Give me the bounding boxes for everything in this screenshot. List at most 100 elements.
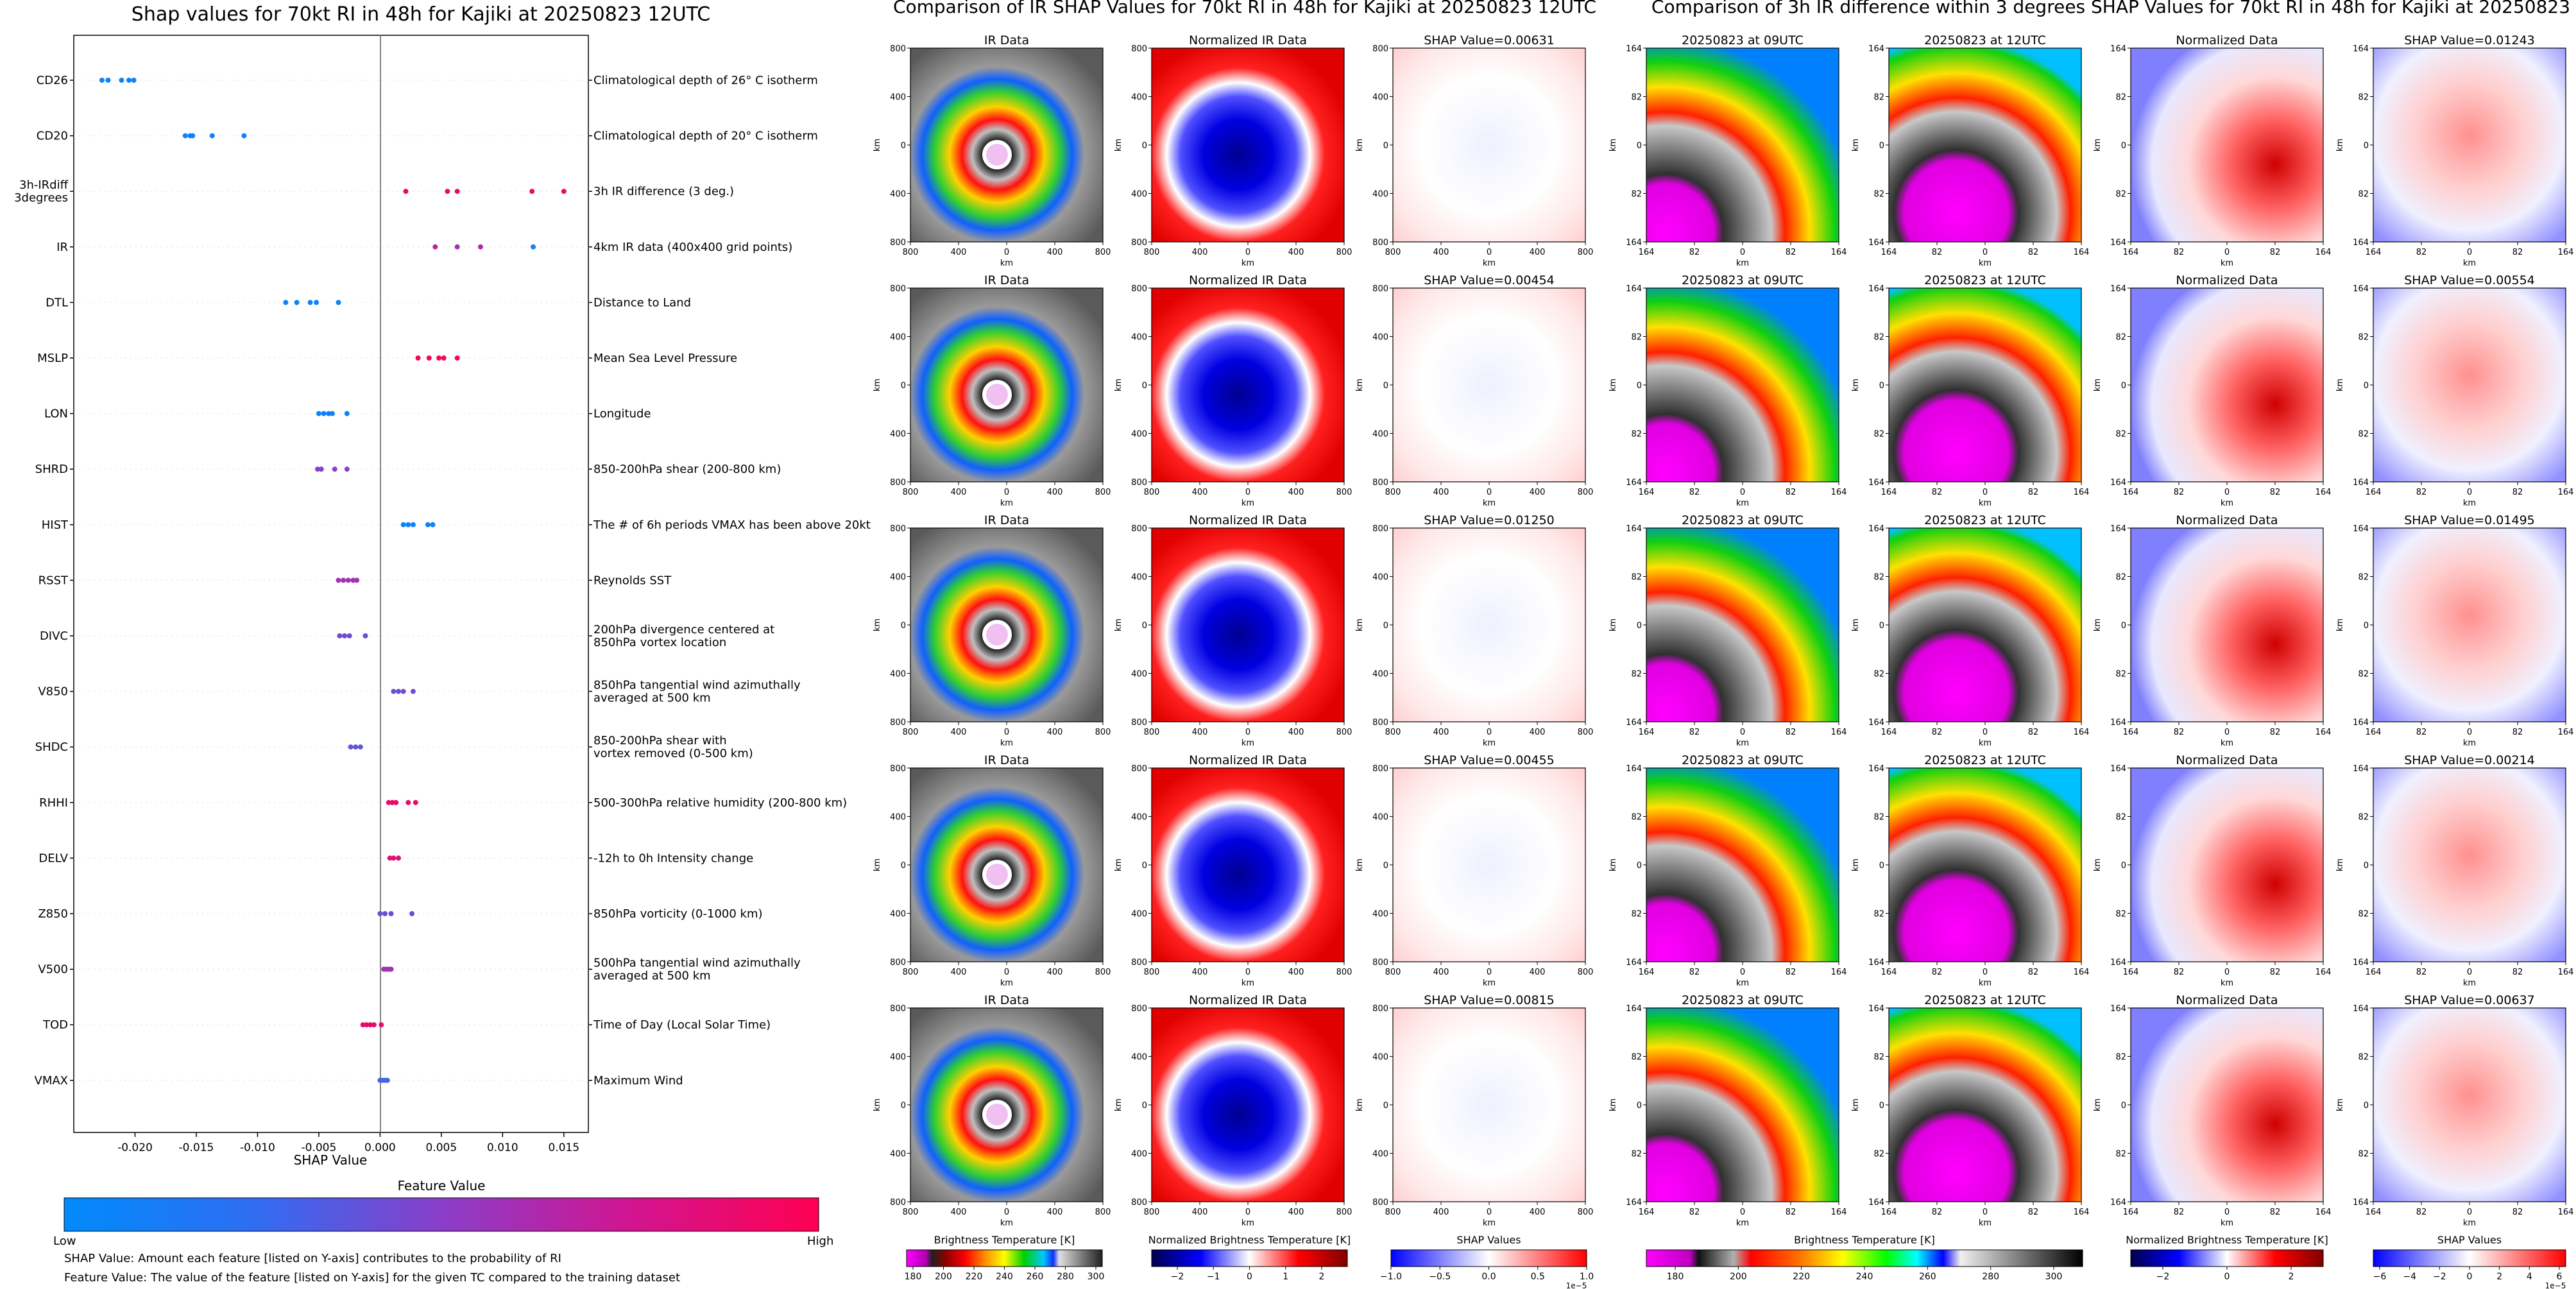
shap-point bbox=[415, 355, 421, 361]
y-tick-label: 400 bbox=[890, 670, 906, 679]
x-tick-label: 164 bbox=[2366, 968, 2382, 977]
x-tick-label: 82 bbox=[1786, 488, 1796, 497]
shap-point bbox=[445, 189, 450, 194]
x-tick-label: 800 bbox=[1385, 728, 1401, 737]
y-tick-label: 82 bbox=[2115, 1150, 2126, 1159]
x-tick-label: 800 bbox=[903, 488, 919, 497]
colorbar-scale-label: 1e−5 bbox=[1566, 1281, 1587, 1289]
x-tick-label: 0 bbox=[1983, 968, 1988, 977]
y-tick-label: 400 bbox=[1372, 93, 1388, 103]
shap-point bbox=[391, 688, 397, 694]
ir-diff-panel: Comparison of 3h IR difference within 3 … bbox=[1608, 0, 2576, 1289]
y-axis-label: km bbox=[1355, 139, 1365, 151]
ir-09utc-image bbox=[1646, 767, 1839, 962]
ir-12utc-image bbox=[1888, 1007, 2082, 1202]
x-tick-label: 800 bbox=[1336, 248, 1352, 257]
y-tick-label: 0 bbox=[1879, 381, 1884, 391]
x-tick-label: 0 bbox=[1245, 968, 1250, 977]
x-tick-label: 164 bbox=[2316, 968, 2332, 977]
x-tick-label: 0 bbox=[2224, 488, 2230, 497]
y-tick-label: 82 bbox=[2358, 910, 2369, 919]
y-tick-label: 82 bbox=[1631, 430, 1642, 440]
shap-point bbox=[391, 855, 397, 861]
x-tick-label: 82 bbox=[2028, 968, 2039, 977]
feature-label: SHRD bbox=[35, 463, 68, 476]
colorbar-title: Feature Value bbox=[398, 1178, 486, 1193]
y-tick-label: 400 bbox=[1372, 190, 1388, 200]
x-tick-label: 82 bbox=[2512, 728, 2523, 737]
x-tick-label: 0 bbox=[1004, 968, 1009, 977]
x-tick-label: 82 bbox=[2416, 1208, 2427, 1217]
y-tick-label: 164 bbox=[1868, 958, 1884, 968]
x-tick-label: 0 bbox=[1487, 248, 1492, 257]
ir-09utc-image bbox=[1646, 287, 1839, 482]
y-tick-label: 800 bbox=[1131, 284, 1147, 294]
x-tick-label: 800 bbox=[1385, 248, 1401, 257]
feature-description: 3h IR difference (3 deg.) bbox=[593, 185, 734, 198]
y-tick-label: 0 bbox=[1142, 621, 1147, 631]
y-tick-label: 0 bbox=[2121, 381, 2126, 391]
x-tick-label: 164 bbox=[1831, 488, 1847, 497]
shap-point bbox=[441, 355, 447, 361]
x-tick-label: 82 bbox=[2416, 248, 2427, 257]
y-tick-label: 400 bbox=[1372, 1053, 1388, 1063]
subplot-title: SHAP Value=0.00554 bbox=[2404, 273, 2535, 287]
y-tick-label: 800 bbox=[890, 1198, 906, 1208]
x-tick-label: 0 bbox=[2224, 728, 2230, 737]
y-axis-label: km bbox=[2335, 858, 2345, 871]
x-tick-label: 400 bbox=[1433, 968, 1449, 977]
x-axis-label: km bbox=[1241, 978, 1254, 988]
y-tick-label: 164 bbox=[1626, 238, 1642, 248]
shap-point bbox=[346, 633, 352, 638]
x-tick-label: 164 bbox=[1881, 728, 1897, 737]
y-axis-label: km bbox=[2335, 1098, 2345, 1111]
x-tick-label: 0 bbox=[1245, 728, 1250, 737]
y-axis-label: km bbox=[1114, 1098, 1123, 1111]
shap-point bbox=[410, 522, 416, 527]
x-tick-label: 400 bbox=[1530, 1208, 1546, 1217]
y-tick-label: 82 bbox=[1873, 1053, 1884, 1063]
x-tick-label: 164 bbox=[1881, 968, 1897, 977]
shap-point bbox=[364, 1022, 370, 1028]
feature-label: CD26 bbox=[37, 74, 68, 87]
feature-description: 500-300hPa relative humidity (200-800 km… bbox=[593, 796, 847, 810]
beeswarm-plot-frame bbox=[73, 35, 589, 1133]
x-tick-label: 800 bbox=[903, 1208, 919, 1217]
shap-point bbox=[477, 244, 483, 250]
y-tick-label: 0 bbox=[1383, 1101, 1388, 1111]
feature-description: -12h to 0h Intensity change bbox=[593, 851, 753, 865]
y-tick-label: 82 bbox=[1631, 190, 1642, 200]
feature-label: RHHI bbox=[39, 796, 68, 810]
diff-shap-map bbox=[2373, 767, 2566, 962]
colorbar-tick-label: 200 bbox=[935, 1272, 952, 1282]
x-tick-label: 800 bbox=[1578, 248, 1594, 257]
x-tick-label: 400 bbox=[1530, 968, 1546, 977]
x-tick-label: 82 bbox=[2270, 248, 2281, 257]
x-tick-label: 800 bbox=[903, 968, 919, 977]
x-tick-label: 800 bbox=[1095, 728, 1111, 737]
x-tick-label: 82 bbox=[1932, 968, 1943, 977]
storm-eye-feature bbox=[982, 380, 1012, 410]
x-tick-label: 82 bbox=[1689, 728, 1700, 737]
y-tick-label: 400 bbox=[890, 573, 906, 583]
subplot-title: 20250823 at 09UTC bbox=[1682, 273, 1804, 287]
y-axis-label: km bbox=[2335, 139, 2345, 151]
subplot-title: IR Data bbox=[984, 753, 1029, 767]
y-tick-label: 164 bbox=[2110, 958, 2126, 968]
x-tick-label: 800 bbox=[1578, 1208, 1594, 1217]
subplot-title: Normalized Data bbox=[2176, 33, 2278, 47]
x-axis-label: km bbox=[2463, 259, 2476, 268]
shap-point bbox=[119, 78, 124, 83]
y-tick-label: 164 bbox=[2353, 44, 2369, 54]
x-tick-label: 400 bbox=[951, 1208, 967, 1217]
x-axis-label: km bbox=[1736, 978, 1749, 988]
colorbar-label: Normalized Brightness Temperature [K] bbox=[2126, 1234, 2328, 1246]
x-tick-label: 400 bbox=[1288, 248, 1304, 257]
y-tick-label: 164 bbox=[1868, 718, 1884, 728]
y-tick-label: 164 bbox=[2110, 764, 2126, 774]
y-tick-label: 0 bbox=[1142, 381, 1147, 391]
x-tick-label: 82 bbox=[2028, 248, 2039, 257]
ir-12utc-image bbox=[1888, 47, 2082, 243]
x-tick-label: 800 bbox=[1336, 728, 1352, 737]
y-tick-label: 0 bbox=[1383, 861, 1388, 871]
